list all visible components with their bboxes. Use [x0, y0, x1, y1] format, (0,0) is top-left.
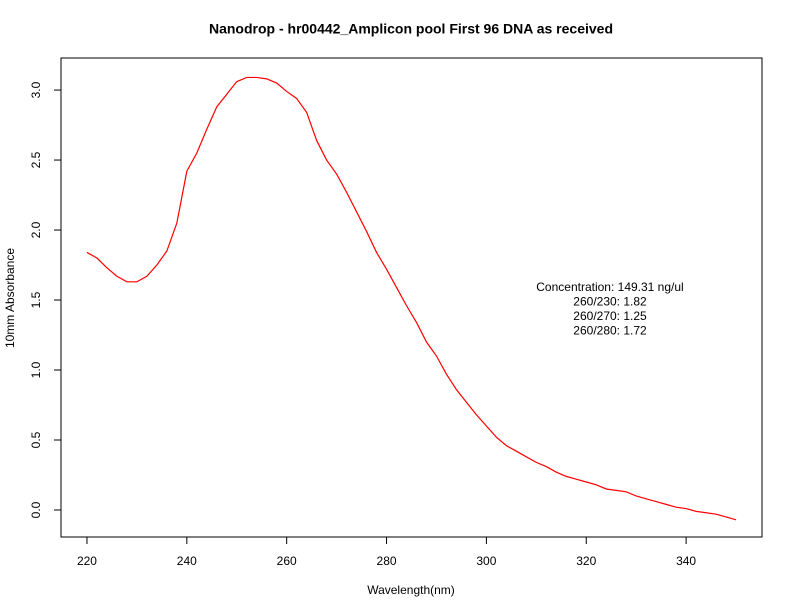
y-tick-label: 2.0: [29, 221, 43, 238]
y-tick-label: 2.5: [29, 151, 43, 168]
y-tick-label: 3.0: [29, 81, 43, 98]
annotation: Concentration: 149.31 ng/ul: [536, 280, 683, 294]
y-tick-label: 1.0: [29, 361, 43, 378]
annotation: 260/270: 1.25: [573, 309, 647, 323]
annotation: 260/230: 1.82: [573, 295, 647, 309]
annotation: 260/280: 1.72: [573, 324, 647, 338]
x-tick-label: 280: [377, 554, 397, 568]
x-tick-label: 220: [77, 554, 97, 568]
y-tick-label: 1.5: [29, 291, 43, 308]
x-tick-label: 260: [277, 554, 297, 568]
x-tick-label: 340: [676, 554, 696, 568]
x-axis-label: Wavelength(nm): [367, 583, 455, 597]
x-tick-label: 240: [177, 554, 197, 568]
y-tick-label: 0.5: [29, 431, 43, 448]
plot-frame: [60, 57, 763, 538]
y-tick-label: 0.0: [29, 501, 43, 518]
data-line: [86, 76, 737, 521]
x-tick-label: 300: [476, 554, 496, 568]
x-tick-label: 320: [576, 554, 596, 568]
y-axis-label: 10mm Absorbance: [3, 248, 17, 348]
chart-title: Nanodrop - hr00442_Amplicon pool First 9…: [209, 21, 613, 37]
